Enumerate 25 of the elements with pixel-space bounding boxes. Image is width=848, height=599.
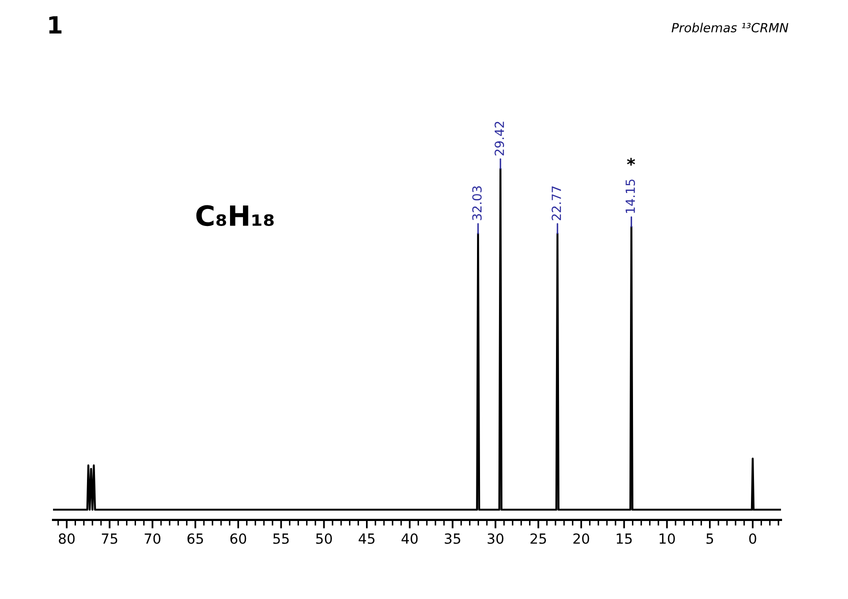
x-tick-label: 30 — [488, 533, 504, 544]
x-tick-label: 25 — [530, 533, 546, 544]
x-tick-label: 65 — [187, 533, 203, 544]
annotation: 14.15 — [626, 180, 636, 213]
x-tick-label: 45 — [358, 534, 374, 544]
chart-title: 1 — [49, 16, 62, 34]
annotation: C₈H₁₈ — [196, 205, 274, 226]
x-tick-label: 0 — [749, 533, 756, 544]
x-tick-label: 80 — [58, 533, 75, 544]
x-tick-label: 20 — [573, 533, 590, 544]
annotation: 29.42 — [494, 122, 504, 156]
x-tick-label: 50 — [316, 533, 332, 544]
x-tick-label: 10 — [660, 533, 675, 544]
x-tick-label: 40 — [402, 533, 418, 544]
x-tick-label: 55 — [273, 534, 289, 544]
x-tick-label: 75 — [102, 534, 118, 544]
annotation: 22.77 — [552, 186, 561, 220]
x-tick-label: 35 — [444, 533, 460, 544]
x-tick-label: 5 — [706, 534, 714, 544]
text: * — [627, 158, 636, 166]
x-tick-label: 15 — [616, 534, 632, 544]
annotation: 32.03 — [472, 186, 482, 220]
x-tick-label: 60 — [230, 533, 246, 544]
x-tick-label: 70 — [144, 533, 160, 544]
chart-subtitle: Problemas ¹³CRMN — [672, 22, 788, 32]
